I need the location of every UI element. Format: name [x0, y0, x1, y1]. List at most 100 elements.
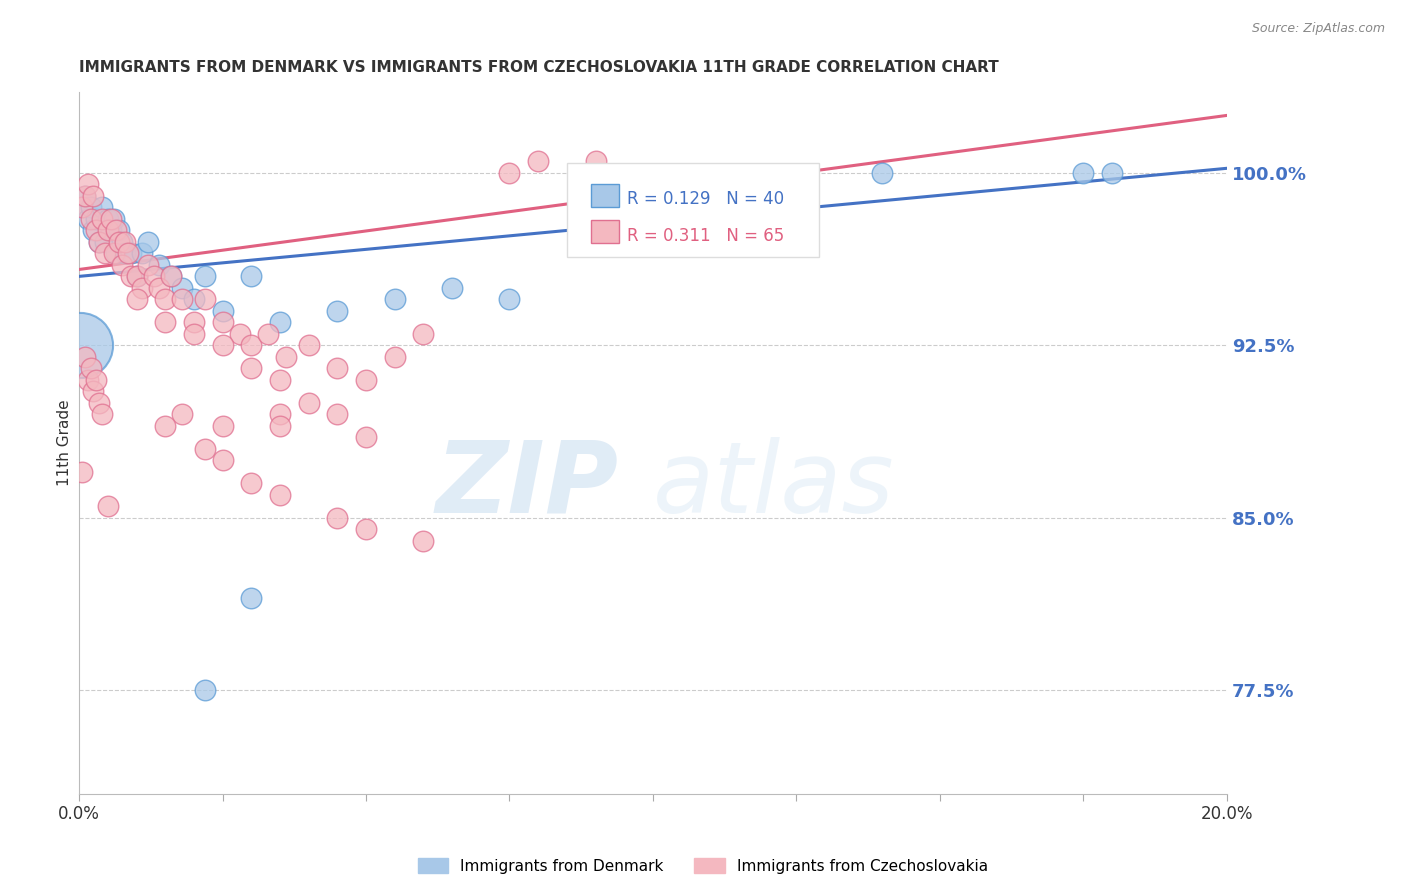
Point	[354, 373, 377, 387]
Point	[240, 476, 263, 491]
Point	[120, 246, 142, 260]
Point	[274, 350, 297, 364]
Point	[326, 361, 349, 376]
Point	[89, 235, 111, 249]
Point	[872, 166, 894, 180]
Point	[240, 338, 263, 352]
Point	[82, 223, 104, 237]
Point	[86, 373, 108, 387]
Point	[79, 201, 101, 215]
Point	[79, 211, 101, 226]
Point	[269, 373, 291, 387]
Point	[136, 235, 159, 249]
Point	[86, 211, 108, 226]
Point	[1101, 166, 1123, 180]
FancyBboxPatch shape	[591, 219, 619, 243]
Point	[354, 522, 377, 536]
Legend: Immigrants from Denmark, Immigrants from Czechoslovakia: Immigrants from Denmark, Immigrants from…	[412, 852, 994, 880]
FancyBboxPatch shape	[567, 162, 820, 257]
Point	[326, 303, 349, 318]
Point	[153, 418, 176, 433]
Point	[97, 211, 120, 226]
Point	[114, 246, 136, 260]
Point	[97, 500, 120, 514]
Text: R = 0.311   N = 65: R = 0.311 N = 65	[627, 227, 783, 244]
Point	[498, 293, 520, 307]
Point	[111, 258, 134, 272]
Point	[257, 326, 280, 341]
Point	[172, 293, 194, 307]
Point	[441, 281, 464, 295]
Point	[269, 418, 291, 433]
Point	[183, 293, 205, 307]
Point	[194, 269, 217, 284]
Point	[384, 293, 406, 307]
Text: R = 0.129   N = 40: R = 0.129 N = 40	[627, 190, 783, 209]
Point	[326, 407, 349, 421]
Point	[117, 246, 139, 260]
Point	[111, 235, 134, 249]
Point	[412, 326, 434, 341]
Point	[131, 281, 153, 295]
Point	[103, 211, 125, 226]
Point	[86, 223, 108, 237]
Point	[73, 189, 96, 203]
Point	[229, 326, 252, 341]
Point	[91, 211, 114, 226]
Point	[183, 326, 205, 341]
Point	[326, 510, 349, 524]
Point	[211, 453, 233, 467]
Point	[142, 269, 165, 284]
Point	[194, 293, 217, 307]
Point	[136, 258, 159, 272]
Point	[1071, 166, 1094, 180]
Point	[76, 373, 98, 387]
Point	[89, 396, 111, 410]
Point	[211, 338, 233, 352]
Point	[79, 361, 101, 376]
Text: Source: ZipAtlas.com: Source: ZipAtlas.com	[1251, 22, 1385, 36]
Point	[82, 384, 104, 399]
Point	[354, 430, 377, 444]
Point	[269, 407, 291, 421]
Point	[412, 533, 434, 548]
Text: ZIP: ZIP	[436, 436, 619, 533]
Point	[94, 246, 117, 260]
Point	[148, 258, 170, 272]
Point	[76, 211, 98, 226]
Point	[120, 269, 142, 284]
Point	[114, 235, 136, 249]
Point	[70, 201, 93, 215]
Point	[97, 223, 120, 237]
Point	[211, 418, 233, 433]
Point	[183, 315, 205, 329]
Point	[527, 154, 550, 169]
Point	[100, 211, 122, 226]
Point	[269, 488, 291, 502]
Point	[298, 338, 321, 352]
Point	[82, 189, 104, 203]
Point	[498, 166, 520, 180]
Point	[172, 281, 194, 295]
Point	[153, 293, 176, 307]
Point	[194, 683, 217, 698]
Point	[125, 269, 148, 284]
Point	[94, 235, 117, 249]
Point	[269, 315, 291, 329]
Point	[89, 235, 111, 249]
Point	[91, 201, 114, 215]
Point	[125, 293, 148, 307]
Point	[298, 396, 321, 410]
Point	[384, 350, 406, 364]
Point	[160, 269, 183, 284]
Point	[73, 189, 96, 203]
Point	[100, 223, 122, 237]
Point	[194, 442, 217, 456]
Point	[105, 223, 128, 237]
Point	[105, 246, 128, 260]
Point	[153, 315, 176, 329]
Point	[160, 269, 183, 284]
Point	[70, 465, 93, 479]
FancyBboxPatch shape	[591, 184, 619, 207]
Point	[211, 303, 233, 318]
